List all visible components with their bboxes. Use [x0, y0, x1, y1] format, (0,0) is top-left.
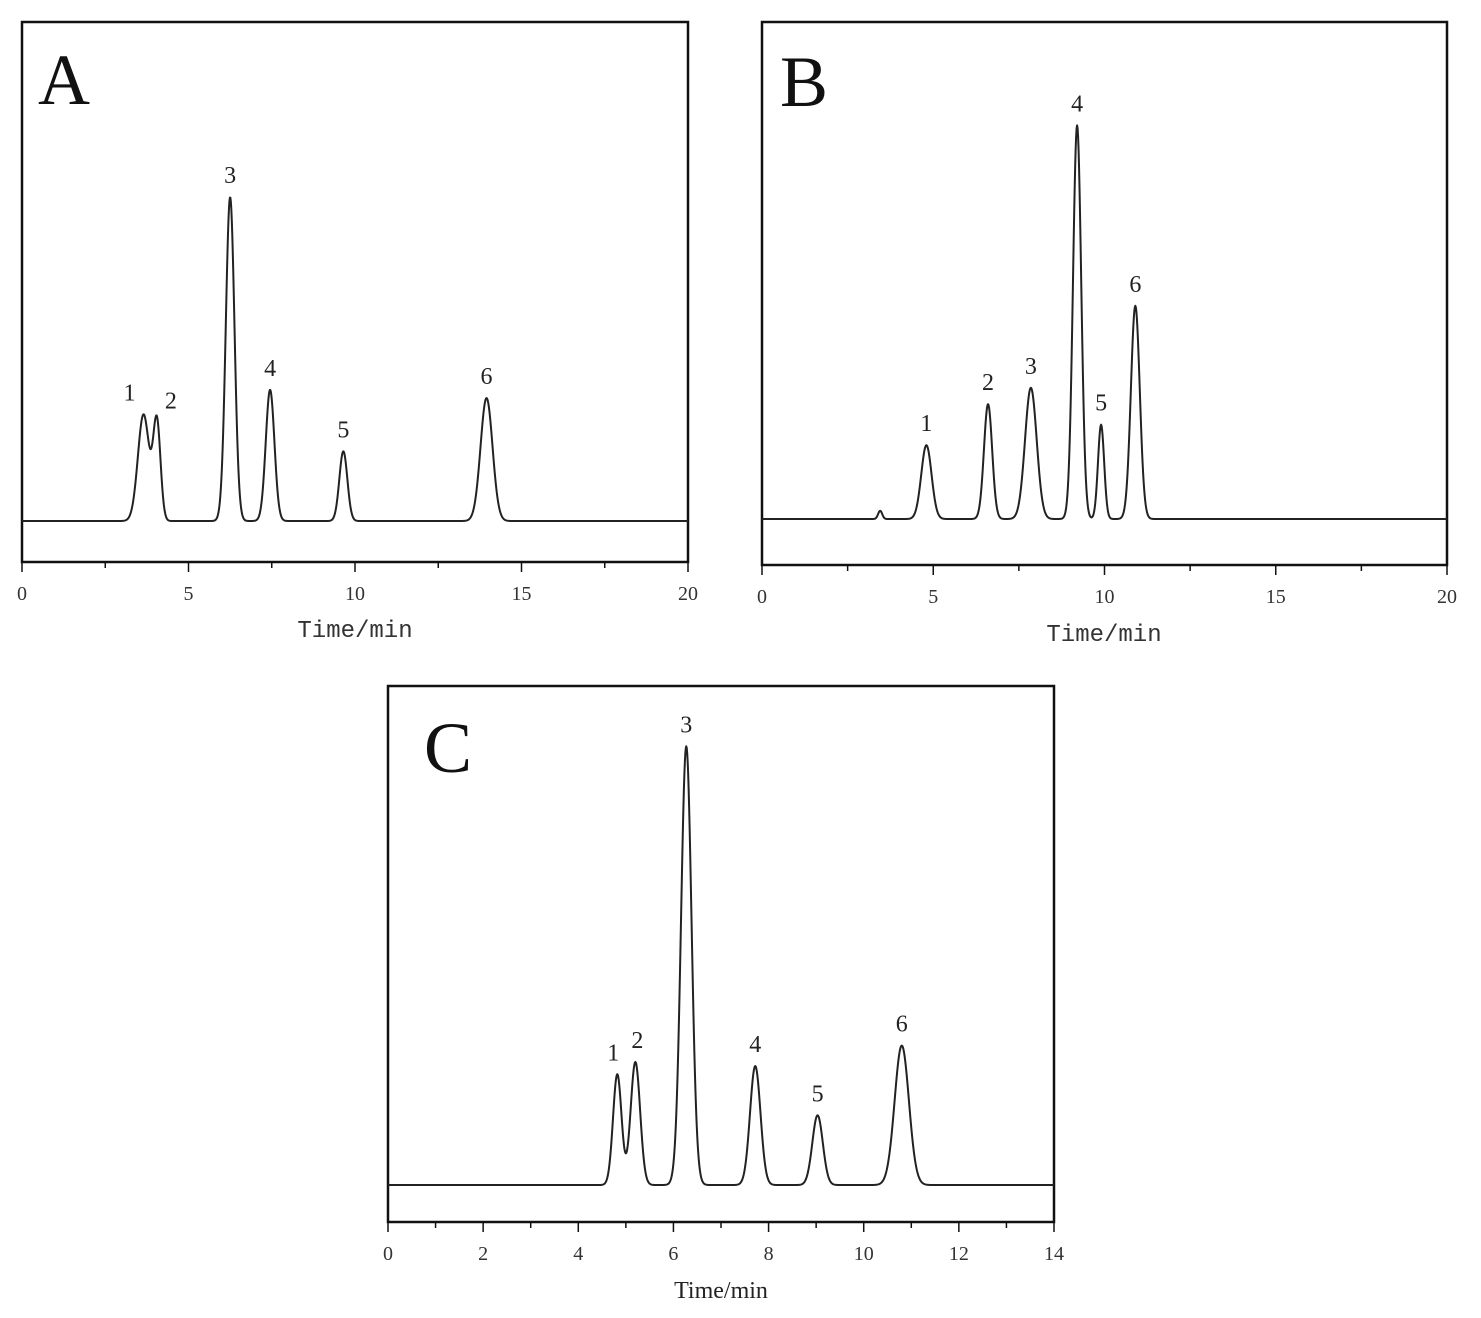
peak-label: 4: [264, 356, 276, 382]
x-tick-label: 0: [17, 583, 27, 605]
x-tick-label: 6: [668, 1243, 678, 1265]
panel-a: A 0 5 10 15 20 1 2 3 4 5 6 Time/min: [17, 20, 698, 645]
peak-label: 6: [1129, 272, 1141, 298]
x-tick-label: 20: [678, 583, 698, 605]
panel-a-trace: [21, 196, 689, 522]
peak-label: 1: [124, 380, 136, 406]
x-tick-label: 0: [757, 586, 767, 608]
peak-label: 4: [1071, 91, 1083, 117]
panel-b-x-axis-title: Time/min: [1046, 622, 1161, 649]
x-tick-label: 12: [949, 1243, 969, 1265]
panel-a-x-ticks: 0 5 10 15 20: [17, 562, 698, 605]
peak-label: 5: [812, 1081, 824, 1107]
panel-a-frame: [20, 20, 690, 564]
panel-a-x-axis-title: Time/min: [297, 618, 412, 645]
peak-label: 5: [1095, 391, 1107, 417]
panel-c-frame: [386, 684, 1056, 1224]
x-tick-label: 0: [383, 1243, 393, 1265]
peak-label: 1: [920, 411, 932, 437]
x-tick-label: 10: [854, 1243, 874, 1265]
peak-label: 2: [165, 389, 177, 415]
peak-label: 4: [749, 1032, 761, 1058]
panel-b: B 0 5 10 15 20 1 2 3 4 5 6 Time/min: [757, 20, 1457, 649]
panel-c-trace: [387, 745, 1055, 1186]
x-tick-label: 4: [573, 1243, 583, 1265]
x-tick-label: 15: [512, 583, 532, 605]
peak-label: 6: [481, 364, 493, 390]
panel-c-peak-labels: 1 2 3 4 5 6: [607, 712, 907, 1107]
panel-b-label: B: [780, 42, 828, 122]
peak-label: 1: [607, 1040, 619, 1066]
x-tick-label: 14: [1044, 1243, 1064, 1265]
peak-label: 2: [982, 370, 994, 396]
x-tick-label: 5: [184, 583, 194, 605]
x-tick-label: 10: [345, 583, 365, 605]
panel-a-label: A: [38, 40, 90, 120]
peak-label: 3: [1025, 354, 1037, 380]
peak-label: 3: [224, 163, 236, 189]
x-tick-label: 2: [478, 1243, 488, 1265]
panel-b-trace: [761, 124, 1448, 520]
peak-label: 2: [631, 1028, 643, 1054]
peak-label: 5: [337, 417, 349, 443]
panel-b-x-ticks: 0 5 10 15 20: [757, 565, 1457, 608]
panel-c-x-axis-title: Time/min: [674, 1278, 768, 1304]
panel-a-peak-labels: 1 2 3 4 5 6: [124, 163, 493, 443]
panel-c-label: C: [424, 708, 472, 788]
x-tick-label: 15: [1266, 586, 1286, 608]
x-tick-label: 10: [1095, 586, 1115, 608]
peak-label: 6: [896, 1012, 908, 1038]
peak-label: 3: [680, 712, 692, 738]
x-tick-label: 20: [1437, 586, 1457, 608]
x-tick-label: 5: [928, 586, 938, 608]
x-tick-label: 8: [764, 1243, 774, 1265]
panel-c-x-ticks: 0 2 4 6 8 10 12 14: [383, 1222, 1064, 1265]
panel-b-peak-labels: 1 2 3 4 5 6: [920, 91, 1141, 437]
